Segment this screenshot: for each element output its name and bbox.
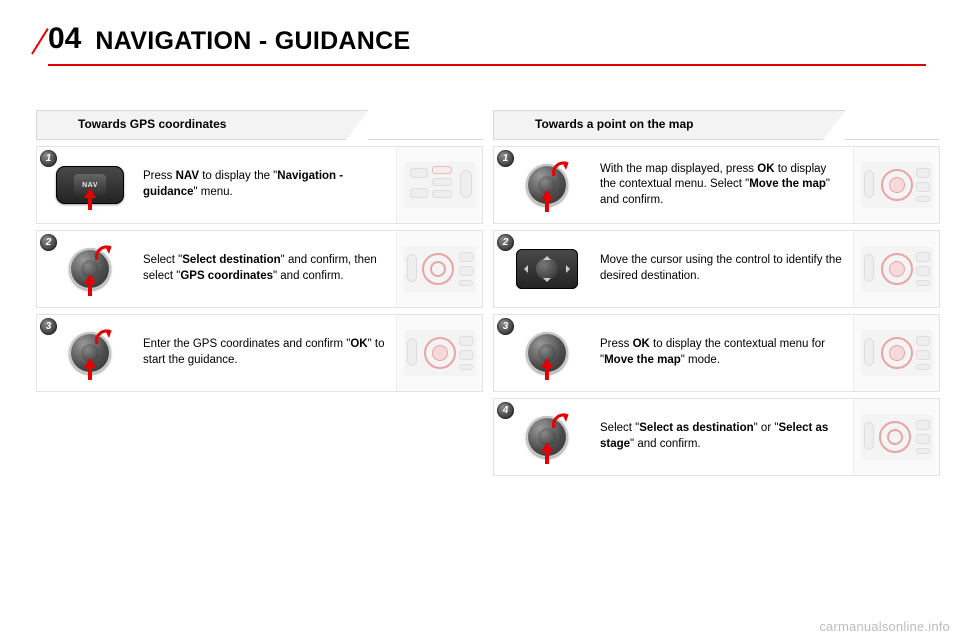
console-thumbnail xyxy=(861,414,933,460)
console-thumbnail xyxy=(861,246,933,292)
step-row: 2 Move the cursor using the control to i… xyxy=(493,230,940,308)
chapter-number: 04 xyxy=(48,22,81,56)
step-row: 3 Press OK to display the contextual men… xyxy=(493,314,940,392)
step-instruction-text: Select "Select destination" and confirm,… xyxy=(143,231,396,307)
column-right: Towards a point on the map 1 With the ma… xyxy=(493,110,940,482)
header-rule: 04 NAVIGATION - GUIDANCE xyxy=(48,22,926,66)
header-accent-slash xyxy=(31,28,49,55)
step-control-illustration xyxy=(494,399,600,475)
arrow-up-icon xyxy=(82,186,98,212)
dpad-icon xyxy=(516,249,578,289)
arrow-rotate-icon xyxy=(93,242,117,271)
step-control-illustration xyxy=(37,315,143,391)
page-header: 04 NAVIGATION - GUIDANCE xyxy=(0,0,960,86)
watermark-text: carmanualsonline.info xyxy=(819,619,950,634)
content-columns: Towards GPS coordinates 1 NAV Press NAV … xyxy=(0,86,960,482)
step-instruction-text: With the map displayed, press OK to disp… xyxy=(600,147,853,223)
step-control-illustration xyxy=(494,147,600,223)
step-row: 1 With the map displayed, press OK to di… xyxy=(493,146,940,224)
arrow-rotate-icon xyxy=(93,326,117,355)
step-row: 2 Select "Select destination" and confir… xyxy=(36,230,483,308)
console-thumbnail xyxy=(861,330,933,376)
section-heading: Towards a point on the map xyxy=(535,117,693,131)
arrow-up-icon xyxy=(82,356,98,382)
step-console-thumbnail xyxy=(396,315,482,391)
step-row: 1 NAV Press NAV to display the "Navigati… xyxy=(36,146,483,224)
arrow-up-icon xyxy=(539,440,555,466)
step-control-illustration: NAV xyxy=(37,147,143,223)
step-control-illustration xyxy=(494,231,600,307)
arrow-up-icon xyxy=(539,188,555,214)
step-console-thumbnail xyxy=(853,231,939,307)
step-control-illustration xyxy=(37,231,143,307)
step-console-thumbnail xyxy=(853,399,939,475)
chapter-title: NAVIGATION - GUIDANCE xyxy=(95,27,410,56)
section-heading: Towards GPS coordinates xyxy=(78,117,226,131)
console-thumbnail xyxy=(861,162,933,208)
step-console-thumbnail xyxy=(853,147,939,223)
step-instruction-text: Move the cursor using the control to ide… xyxy=(600,231,853,307)
step-instruction-text: Enter the GPS coordinates and confirm "O… xyxy=(143,315,396,391)
step-control-illustration xyxy=(494,315,600,391)
section-tab: Towards GPS coordinates xyxy=(36,110,483,140)
section-tab: Towards a point on the map xyxy=(493,110,940,140)
arrow-rotate-icon xyxy=(550,410,574,439)
console-thumbnail xyxy=(404,330,476,376)
arrow-up-icon xyxy=(539,356,555,382)
step-row: 4 Select "Select as destination" or "Sel… xyxy=(493,398,940,476)
step-row: 3 Enter the GPS coordinates and confirm … xyxy=(36,314,483,392)
console-thumbnail xyxy=(404,246,476,292)
column-left: Towards GPS coordinates 1 NAV Press NAV … xyxy=(36,110,483,482)
step-console-thumbnail xyxy=(396,231,482,307)
step-console-thumbnail xyxy=(396,147,482,223)
step-instruction-text: Press NAV to display the "Navigation - g… xyxy=(143,147,396,223)
step-instruction-text: Press OK to display the contextual menu … xyxy=(600,315,853,391)
step-console-thumbnail xyxy=(853,315,939,391)
step-instruction-text: Select "Select as destination" or "Selec… xyxy=(600,399,853,475)
console-thumbnail xyxy=(404,162,476,208)
arrow-up-icon xyxy=(82,272,98,298)
arrow-rotate-icon xyxy=(550,158,574,187)
